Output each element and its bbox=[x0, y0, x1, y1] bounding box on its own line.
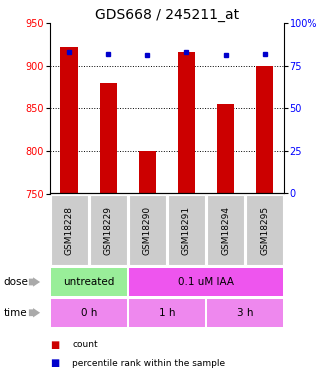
Bar bbox=[100, 84, 117, 194]
Text: 0 h: 0 h bbox=[81, 308, 97, 318]
Text: GSM18291: GSM18291 bbox=[182, 206, 191, 255]
Title: GDS668 / 245211_at: GDS668 / 245211_at bbox=[95, 8, 239, 22]
Text: GSM18228: GSM18228 bbox=[65, 206, 74, 255]
Bar bbox=[60, 47, 78, 194]
Text: ■: ■ bbox=[50, 358, 59, 368]
Text: GSM18290: GSM18290 bbox=[143, 206, 152, 255]
Text: percentile rank within the sample: percentile rank within the sample bbox=[72, 359, 225, 368]
Text: ■: ■ bbox=[50, 339, 59, 350]
Text: 0.1 uM IAA: 0.1 uM IAA bbox=[178, 277, 234, 287]
Text: GSM18295: GSM18295 bbox=[260, 206, 269, 255]
Text: dose: dose bbox=[3, 277, 28, 287]
Text: GSM18294: GSM18294 bbox=[221, 206, 230, 255]
Bar bbox=[217, 104, 234, 194]
Bar bbox=[256, 66, 273, 194]
Text: count: count bbox=[72, 340, 98, 349]
Text: time: time bbox=[3, 308, 27, 318]
Bar bbox=[139, 151, 156, 194]
Text: untreated: untreated bbox=[63, 277, 115, 287]
Bar bbox=[178, 52, 195, 194]
Text: GSM18229: GSM18229 bbox=[104, 206, 113, 255]
Text: 3 h: 3 h bbox=[237, 308, 253, 318]
Text: 1 h: 1 h bbox=[159, 308, 175, 318]
